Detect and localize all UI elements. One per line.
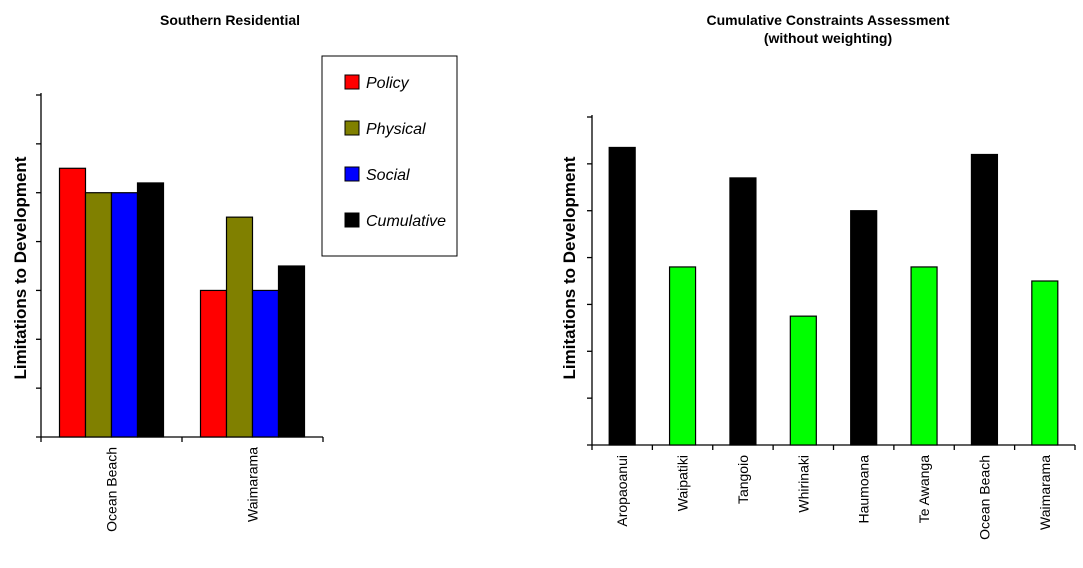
bar-whirinaki [789, 315, 817, 446]
bar-policy-waimarama [199, 289, 228, 438]
bar-physical-waimarama [225, 216, 254, 438]
bar-te-awanga [910, 266, 938, 446]
x-tick-label: Tangoio [735, 455, 751, 504]
bar-cumulative-ocean-beach [136, 182, 165, 438]
chart-title: Cumulative Constraints Assessment [707, 12, 950, 28]
bar-haumoana [850, 210, 878, 446]
legend-label-cumulative: Cumulative [366, 213, 446, 230]
chart-title: Southern Residential [160, 12, 300, 28]
x-tick-label: Haumoana [856, 455, 872, 524]
bar-waipatiki [668, 266, 697, 446]
legend-swatch-cumulative [344, 212, 360, 228]
bar-tangoio [729, 177, 757, 446]
x-tick-label: Ocean Beach [104, 447, 120, 532]
bar-cumulative-waimarama [277, 265, 306, 438]
legend-label-policy: Policy [366, 75, 410, 92]
bar-physical-ocean-beach [84, 192, 113, 438]
y-axis-label: Limitations to Development [560, 156, 579, 379]
chart-southern-residential: Southern Residential Limitations to Deve… [11, 12, 458, 532]
x-tick-label: Waimarama [1037, 455, 1053, 530]
bar-policy-ocean-beach [58, 167, 87, 438]
x-tick-label: Waipatiki [675, 455, 691, 511]
chart-subtitle: (without weighting) [764, 30, 892, 46]
bar-social-ocean-beach [110, 192, 139, 438]
bar-social-waimarama [251, 289, 280, 438]
bar-ocean-beach [970, 153, 999, 446]
bar-aropaoanui [608, 146, 636, 446]
x-tick-label: Waimarama [245, 447, 261, 522]
x-tick-label: Te Awanga [916, 455, 932, 523]
x-tick-label: Whirinaki [795, 455, 811, 513]
legend-swatch-physical [344, 120, 360, 136]
x-tick-label: Ocean Beach [976, 455, 992, 540]
legend-swatch-policy [344, 74, 360, 90]
legend-label-physical: Physical [366, 121, 426, 138]
chart-cumulative-constraints: Cumulative Constraints Assessment (witho… [560, 12, 1076, 540]
legend-swatch-social [344, 166, 360, 182]
bar-waimarama [1031, 280, 1059, 446]
y-axis-label: Limitations to Development [11, 156, 30, 379]
legend-label-social: Social [366, 167, 410, 184]
x-tick-label: Aropaoanui [614, 455, 630, 527]
